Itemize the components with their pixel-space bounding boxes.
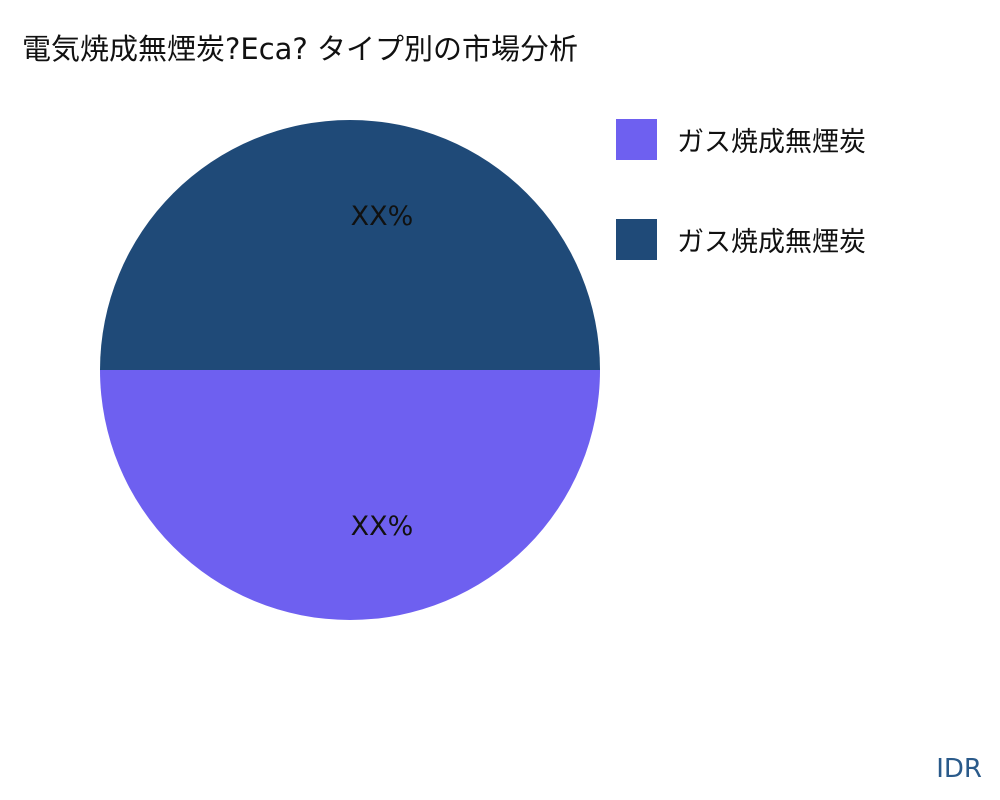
slice-label: XX%: [351, 511, 414, 542]
legend-label: ガス焼成無煙炭: [677, 227, 866, 258]
legend-item: ガス焼成無煙炭: [616, 119, 866, 160]
pie-slice: [100, 370, 600, 620]
pie-slice: [100, 120, 600, 370]
legend-label: ガス焼成無煙炭: [677, 127, 866, 158]
slice-label: XX%: [351, 201, 414, 232]
legend-swatch: [616, 219, 657, 260]
brand-logo: IDR: [936, 754, 982, 784]
legend-item: ガス焼成無煙炭: [616, 219, 866, 260]
legend-swatch: [616, 119, 657, 160]
chart-title: 電気焼成無煙炭?Eca? タイプ別の市場分析: [22, 32, 579, 66]
